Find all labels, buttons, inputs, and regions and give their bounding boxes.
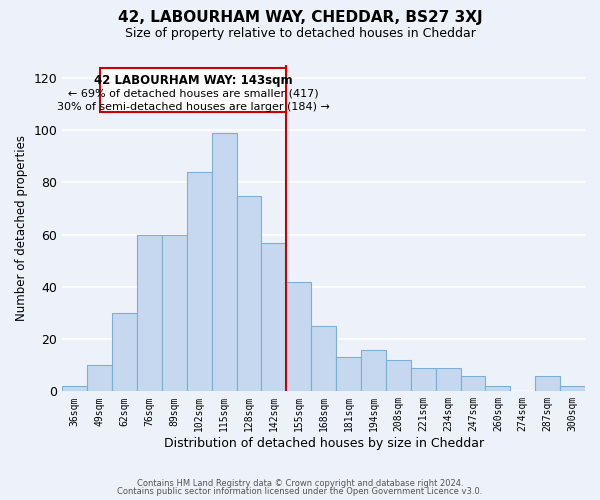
Bar	[386, 360, 411, 392]
Bar	[162, 234, 187, 392]
Bar	[436, 368, 461, 392]
Bar	[560, 386, 585, 392]
Text: 42, LABOURHAM WAY, CHEDDAR, BS27 3XJ: 42, LABOURHAM WAY, CHEDDAR, BS27 3XJ	[118, 10, 482, 25]
Bar	[262, 242, 286, 392]
Bar	[311, 326, 336, 392]
Text: 42 LABOURHAM WAY: 143sqm: 42 LABOURHAM WAY: 143sqm	[94, 74, 292, 88]
Bar	[535, 376, 560, 392]
Bar	[336, 358, 361, 392]
Bar	[187, 172, 212, 392]
Bar	[361, 350, 386, 392]
Bar	[112, 313, 137, 392]
Bar	[236, 196, 262, 392]
X-axis label: Distribution of detached houses by size in Cheddar: Distribution of detached houses by size …	[164, 437, 484, 450]
Text: Contains public sector information licensed under the Open Government Licence v3: Contains public sector information licen…	[118, 487, 482, 496]
Bar	[137, 234, 162, 392]
Text: Contains HM Land Registry data © Crown copyright and database right 2024.: Contains HM Land Registry data © Crown c…	[137, 478, 463, 488]
Bar	[286, 282, 311, 392]
Text: 30% of semi-detached houses are larger (184) →: 30% of semi-detached houses are larger (…	[56, 102, 329, 112]
Bar	[485, 386, 511, 392]
Bar	[461, 376, 485, 392]
Bar	[212, 133, 236, 392]
Text: Size of property relative to detached houses in Cheddar: Size of property relative to detached ho…	[125, 28, 475, 40]
Bar	[87, 365, 112, 392]
Text: ← 69% of detached houses are smaller (417): ← 69% of detached houses are smaller (41…	[68, 89, 318, 99]
Y-axis label: Number of detached properties: Number of detached properties	[15, 135, 28, 321]
Bar	[411, 368, 436, 392]
Bar	[62, 386, 87, 392]
